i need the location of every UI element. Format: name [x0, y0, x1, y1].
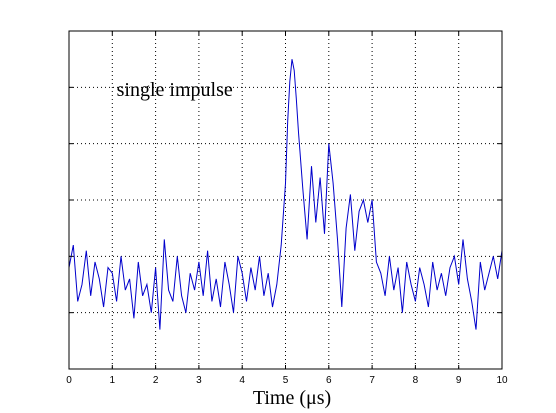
series-line [68, 59, 503, 330]
x-axis-label: Time (μs) [253, 387, 331, 409]
x-tick-label: 10 [496, 375, 508, 386]
x-tick-label: 3 [196, 375, 202, 386]
annotation-label: single impulse [117, 79, 233, 101]
x-tick-label: 9 [456, 375, 462, 386]
x-tick-label: 5 [283, 375, 289, 386]
x-tick-label: 2 [153, 375, 159, 386]
x-tick-label: 7 [369, 375, 375, 386]
axis-ticks: 0 1 2 3 4 5 6 7 8 9 10 [66, 31, 508, 386]
x-tick-label: 8 [413, 375, 419, 386]
x-tick-label: 6 [326, 375, 332, 386]
grid-lines [69, 31, 502, 369]
x-tick-label: 1 [110, 375, 116, 386]
x-tick-label: 4 [239, 375, 245, 386]
x-tick-label: 0 [66, 375, 72, 386]
